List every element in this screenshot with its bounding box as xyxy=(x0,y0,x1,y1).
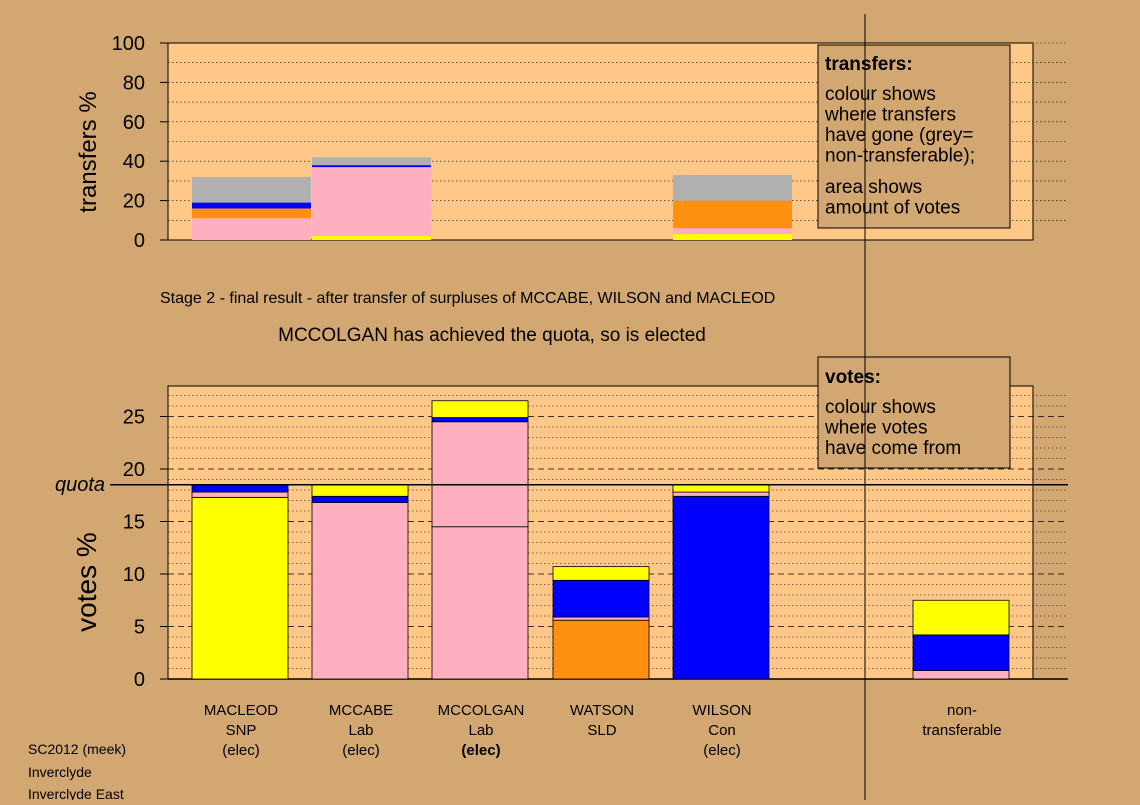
transfers-legend-line: non-transferable); xyxy=(825,146,975,167)
transfers-legend-line: have gone (grey= xyxy=(825,125,973,146)
candidate-name: WATSON xyxy=(570,702,634,719)
transfer-segment xyxy=(312,157,431,166)
transfer-segment xyxy=(673,174,792,201)
transfers-bars xyxy=(192,157,792,240)
transfers-y-tick-label: 80 xyxy=(123,72,145,94)
candidate-name: MCCOLGAN xyxy=(438,702,525,719)
vote-segment xyxy=(191,496,289,680)
vote-segment xyxy=(552,579,650,618)
transfer-segment xyxy=(312,236,431,240)
candidate-status: (elec) xyxy=(222,742,260,759)
votes-y-tick-label: 20 xyxy=(123,459,145,481)
vote-segment xyxy=(431,417,529,423)
candidate-name: MACLEOD xyxy=(204,702,278,719)
footer-ward: Inverclyde East xyxy=(28,786,124,800)
transfers-y-axis: 0 20 40 60 80 100 xyxy=(112,33,168,252)
transfer-segment xyxy=(192,202,311,209)
candidate-status: (elec) xyxy=(342,742,380,759)
votes-y-axis: 0 5 10 15 20 25 xyxy=(123,407,168,691)
quota-label: quota xyxy=(55,474,105,496)
candidate-party: Lab xyxy=(348,722,373,739)
vote-segment xyxy=(672,495,770,680)
vote-segment xyxy=(552,566,650,581)
candidate-name: non- xyxy=(947,702,977,719)
candidate-status: (elec) xyxy=(461,742,500,759)
transfer-segment xyxy=(192,218,311,240)
vote-segment xyxy=(552,616,650,621)
candidate-party: Con xyxy=(708,722,736,739)
votes-legend-line: have come from xyxy=(825,438,961,459)
candidate-party: Lab xyxy=(468,722,493,739)
votes-bars xyxy=(191,400,1010,680)
candidate-party: SLD xyxy=(587,722,616,739)
vote-segment xyxy=(191,484,289,493)
transfers-legend-line: colour shows xyxy=(825,84,936,105)
candidate-labels: MACLEOD SNP (elec) MCCABE Lab (elec) MCCOLGAN L… xyxy=(204,702,1002,759)
votes-legend-box xyxy=(817,356,1011,469)
votes-legend-title: votes: xyxy=(825,367,881,388)
transfers-legend-line: area shows xyxy=(825,177,922,198)
transfers-y-tick-label: 60 xyxy=(123,112,145,134)
transfers-legend-line: where transfers xyxy=(824,105,956,126)
candidate-name: WILSON xyxy=(692,702,751,719)
vote-segment xyxy=(311,502,409,680)
transfers-y-tick-label: 100 xyxy=(112,33,145,55)
candidate-party: transferable xyxy=(922,722,1001,739)
votes-y-tick-label: 15 xyxy=(123,512,145,534)
vote-segment xyxy=(912,634,1010,672)
vote-segment xyxy=(311,484,409,497)
vote-segment xyxy=(431,421,529,528)
candidate-name: MCCABE xyxy=(329,702,393,719)
votes-legend-line: where votes xyxy=(824,418,927,439)
vote-segment xyxy=(431,400,529,418)
transfers-y-tick-label: 40 xyxy=(123,151,145,173)
votes-y-tick-label: 10 xyxy=(123,564,145,586)
vote-segment xyxy=(672,484,770,493)
votes-y-tick-label: 5 xyxy=(134,617,145,639)
votes-y-tick-label: 25 xyxy=(123,407,145,429)
transfer-segment xyxy=(673,200,792,229)
footer-council: Inverclyde xyxy=(28,764,92,780)
vote-segment xyxy=(912,599,1010,636)
transfer-segment xyxy=(673,228,792,235)
transfers-y-axis-label: transfers % xyxy=(75,91,102,212)
transfers-legend-line: amount of votes xyxy=(825,198,960,219)
candidate-party: SNP xyxy=(226,722,257,739)
transfers-y-tick-label: 20 xyxy=(123,191,145,213)
vote-segment xyxy=(431,526,529,680)
votes-y-axis-label: votes % xyxy=(71,532,102,632)
vote-segment xyxy=(311,495,409,503)
transfer-segment xyxy=(673,234,792,240)
votes-y-tick-label: 0 xyxy=(134,669,145,691)
stage-caption: Stage 2 - final result - after transfer … xyxy=(160,290,775,307)
transfers-y-tick-label: 0 xyxy=(134,230,145,252)
election-status: MCCOLGAN has achieved the quota, so is e… xyxy=(278,325,706,346)
transfers-legend-title: transfers: xyxy=(825,54,913,75)
transfer-segment xyxy=(192,208,311,219)
footer-method: SC2012 (meek) xyxy=(28,741,126,757)
transfer-segment xyxy=(312,167,431,237)
candidate-status: (elec) xyxy=(703,742,741,759)
vote-segment xyxy=(672,491,770,497)
vote-segment xyxy=(191,491,289,498)
transfers-legend-box xyxy=(817,44,1011,229)
transfer-segment xyxy=(192,176,311,203)
transfer-segment xyxy=(312,165,431,168)
vote-segment xyxy=(552,619,650,680)
votes-legend-line: colour shows xyxy=(825,397,936,418)
vote-segment xyxy=(912,670,1010,680)
